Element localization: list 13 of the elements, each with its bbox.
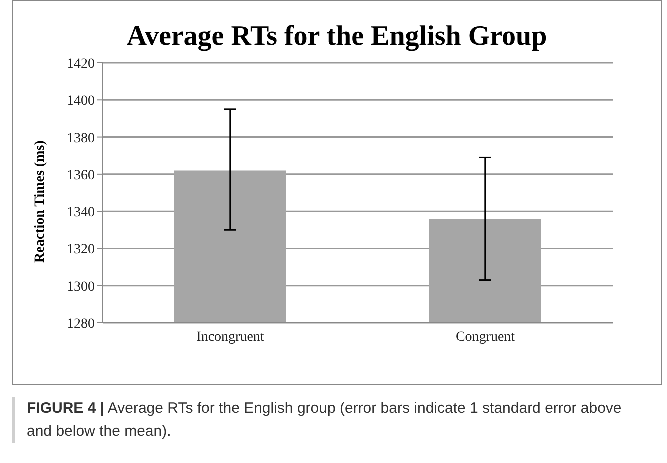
y-tick-label: 1420 (67, 56, 95, 72)
y-tick-label: 1280 (67, 316, 95, 332)
y-tick-label: 1340 (67, 206, 95, 221)
y-tick-label: 1400 (67, 94, 95, 110)
y-tick-label: 1360 (67, 168, 95, 184)
y-tick-label: 1300 (67, 280, 95, 295)
y-tick-label: 1380 (67, 131, 95, 146)
caption: FIGURE 4 | Average RTs for the English group (error bars indicate 1 standard error above and below the mean). (12, 397, 627, 443)
chart-title: Average RTs for the English Group (126, 21, 548, 53)
y-tick-label: 1320 (67, 242, 95, 258)
y-axis-title: Reaction Times (ms) (32, 140, 48, 263)
x-tick-label: Congruent (456, 330, 516, 345)
x-tick-label: Incongruent (196, 330, 264, 345)
